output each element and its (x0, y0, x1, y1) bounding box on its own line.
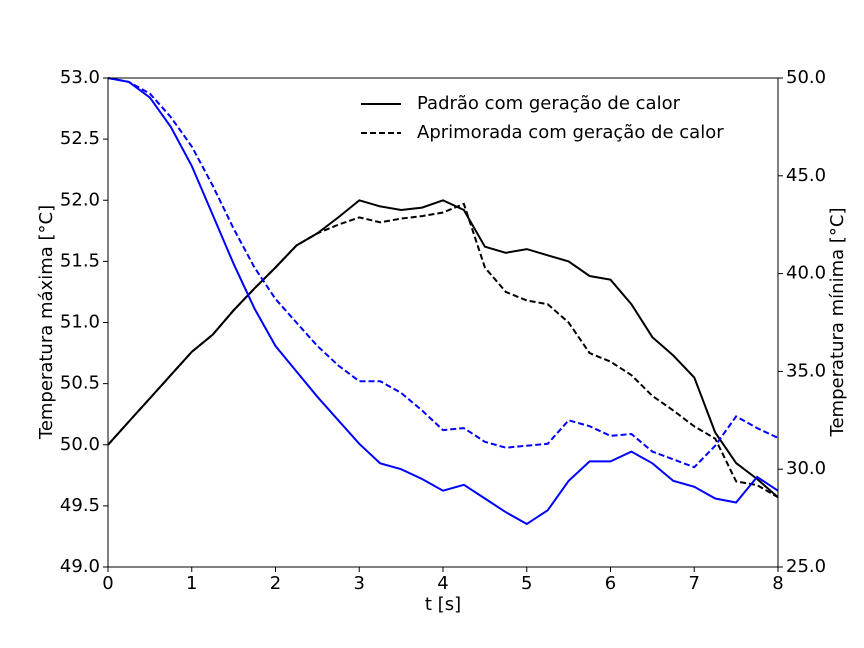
y2-tick-label: 40.0 (786, 263, 826, 284)
x-tick-label: 4 (437, 573, 448, 594)
y2-tick-label: 50.0 (786, 67, 826, 88)
y-tick-label: 51.5 (60, 250, 100, 271)
y2-axis-label: Temperatura mínima [°C] (827, 208, 848, 438)
x-tick-label: 8 (772, 573, 783, 594)
x-tick-label: 5 (521, 573, 532, 594)
x-tick-label: 1 (186, 573, 197, 594)
x-tick-label: 6 (605, 573, 616, 594)
series-line (107, 77, 779, 526)
x-tick-label: 2 (270, 573, 281, 594)
series-line (107, 77, 779, 469)
plot-frame (107, 77, 779, 568)
series-line (107, 199, 779, 499)
y2-tick-label: 45.0 (786, 165, 826, 186)
y2-tick-label: 25.0 (786, 556, 826, 577)
y-tick-label: 50.5 (60, 373, 100, 394)
y-tick-label: 51.0 (60, 312, 100, 333)
y-tick-label: 49.5 (60, 495, 100, 516)
y2-tick-label: 30.0 (786, 458, 826, 479)
series-line (107, 202, 779, 499)
x-tick-label: 0 (102, 573, 113, 594)
y-tick-label: 52.0 (60, 189, 100, 210)
y-axis-label: Temperatura máxima [°C] (36, 205, 57, 440)
y-tick-label: 49.0 (60, 556, 100, 577)
x-tick-label: 7 (689, 573, 700, 594)
y-tick-label: 50.0 (60, 434, 100, 455)
y-tick-label: 53.0 (60, 67, 100, 88)
x-tick-label: 3 (354, 573, 365, 594)
x-axis-label: t [s] (425, 594, 461, 615)
y-tick-label: 52.5 (60, 128, 100, 149)
legend-label: Aprimorada com geração de calor (417, 122, 724, 143)
y2-tick-label: 35.0 (786, 360, 826, 381)
legend-label: Padrão com geração de calor (417, 93, 681, 114)
